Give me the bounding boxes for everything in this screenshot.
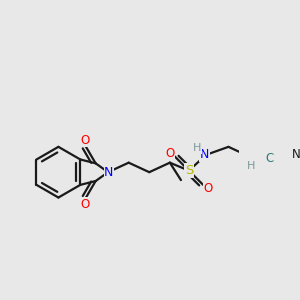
Text: N: N	[200, 148, 209, 161]
Text: S: S	[185, 164, 193, 177]
Text: N: N	[292, 148, 300, 161]
Text: H: H	[193, 143, 201, 153]
Text: O: O	[80, 197, 89, 211]
Text: O: O	[203, 182, 212, 194]
Text: H: H	[247, 161, 255, 171]
Text: O: O	[165, 147, 175, 160]
Text: O: O	[80, 134, 89, 147]
Text: N: N	[104, 166, 114, 179]
Text: C: C	[266, 152, 274, 165]
